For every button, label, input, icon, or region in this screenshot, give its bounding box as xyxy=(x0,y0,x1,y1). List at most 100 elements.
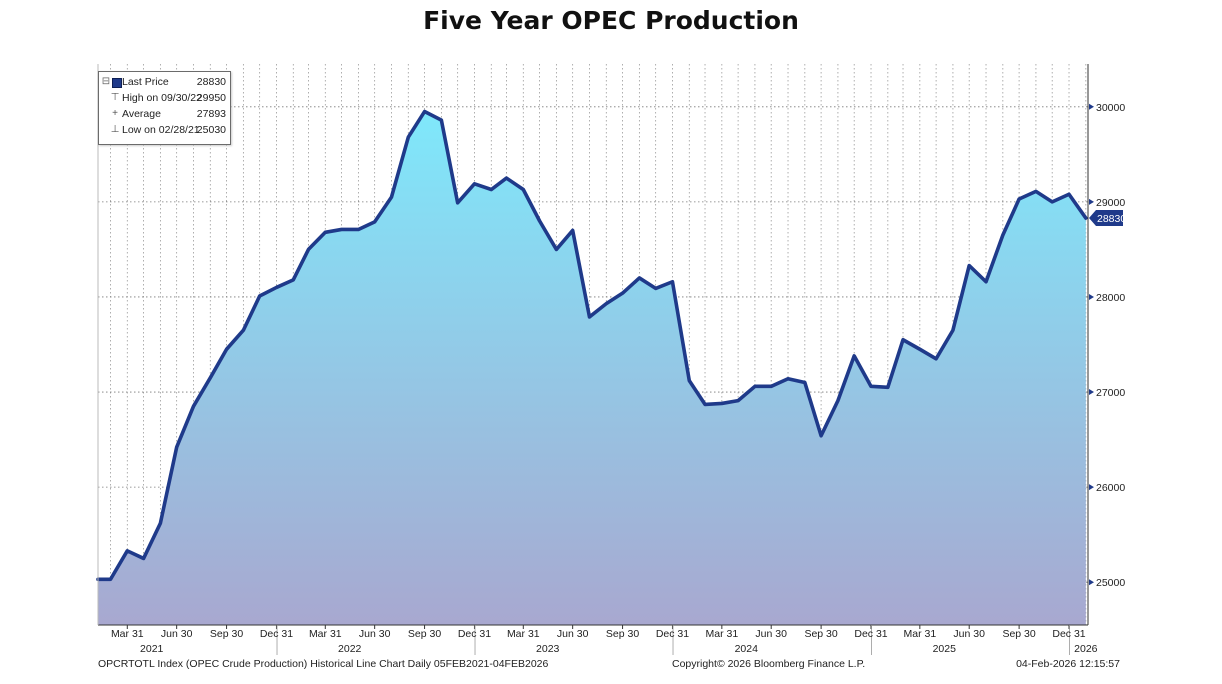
data-point-2025-02-28 xyxy=(901,338,905,342)
average-marker-icon: + xyxy=(112,108,118,119)
data-point-2025-10-31 xyxy=(1034,189,1038,193)
legend-row-low: ⊥ Low on 02/28/21 25030 xyxy=(99,122,230,138)
x-tick-label: Dec 31 xyxy=(854,628,887,640)
data-point-2023-11-30 xyxy=(654,286,658,290)
legend-value: 28830 xyxy=(196,76,226,88)
y-tick-label: 27000 xyxy=(1096,387,1125,399)
y-tick-label: 28000 xyxy=(1096,292,1125,304)
last-price-swatch-icon xyxy=(112,78,122,88)
y-tick-label: 26000 xyxy=(1096,482,1125,494)
data-point-2023-01-31 xyxy=(489,188,493,192)
tick-labels: 25000 26000 27000 28000 29000 30000 28830 Mar 3… xyxy=(111,102,1126,655)
footer-copyright: Copyright© 2026 Bloomberg Finance L.P. xyxy=(672,658,866,670)
data-point-2023-05-31 xyxy=(554,247,558,251)
data-point-2021-03-31 xyxy=(125,549,129,553)
data-point-2021-09-30 xyxy=(225,347,229,351)
data-point-2024-07-31 xyxy=(786,377,790,381)
data-point-2021-04-30 xyxy=(142,556,146,560)
x-tick-label: Jun 30 xyxy=(557,628,589,640)
low-marker-icon: ⊥ xyxy=(110,124,120,135)
chart-title: Five Year OPEC Production xyxy=(423,6,799,35)
legend-row-average: + Average 27893 xyxy=(99,106,230,122)
data-point-2024-11-30 xyxy=(852,354,856,358)
data-point-2025-07-31 xyxy=(984,280,988,284)
data-point-2024-03-31 xyxy=(720,401,724,405)
data-point-2022-01-31 xyxy=(291,278,295,282)
last-value-label: 28830 xyxy=(1097,213,1126,225)
legend-value: 27893 xyxy=(196,108,226,120)
data-point-2024-09-30 xyxy=(819,434,823,438)
data-point-2022-07-31 xyxy=(389,195,393,199)
data-point-2024-10-31 xyxy=(836,399,840,403)
data-point-2023-09-30 xyxy=(621,291,625,295)
data-point-2025-04-30 xyxy=(934,357,938,361)
data-point-2024-05-31 xyxy=(753,384,757,388)
data-point-2021-02-28 xyxy=(108,577,112,581)
x-tick-label: Mar 31 xyxy=(309,628,342,640)
x-tick-label: Jun 30 xyxy=(755,628,787,640)
data-point-2024-08-31 xyxy=(803,381,807,385)
data-point-2025-05-31 xyxy=(951,328,955,332)
x-tick-label: Jun 30 xyxy=(953,628,985,640)
data-point-2021-07-31 xyxy=(191,404,195,408)
axes xyxy=(97,64,1123,655)
data-point-2022-10-31 xyxy=(439,118,443,122)
y-tick-marker-icon xyxy=(1089,579,1094,586)
high-marker-icon: ⊤ xyxy=(110,92,120,103)
data-point-2025-03-31 xyxy=(918,347,922,351)
legend-collapse-icon[interactable]: ⊟ xyxy=(101,76,111,87)
x-tick-label: Mar 31 xyxy=(111,628,144,640)
data-point-2022-05-31 xyxy=(356,227,360,231)
x-tick-label: Dec 31 xyxy=(656,628,689,640)
data-point-2023-02-28 xyxy=(504,176,508,180)
x-tick-label: Mar 31 xyxy=(705,628,738,640)
data-point-2022-06-30 xyxy=(373,220,377,224)
data-point-2022-11-30 xyxy=(456,201,460,205)
data-point-2022-09-30 xyxy=(423,110,427,114)
data-point-2022-04-30 xyxy=(340,227,344,231)
year-label: 2023 xyxy=(536,643,560,655)
data-point-2021-08-31 xyxy=(208,376,212,380)
data-point-2025-08-31 xyxy=(1001,233,1005,237)
x-tick-label: Dec 31 xyxy=(1052,628,1085,640)
data-point-2021-10-31 xyxy=(241,328,245,332)
legend-row-last-price: ⊟ Last Price 28830 xyxy=(99,74,230,90)
x-tick-label: Sep 30 xyxy=(606,628,639,640)
y-tick-marker-icon xyxy=(1089,293,1094,300)
data-point-2022-03-31 xyxy=(323,230,327,234)
data-point-2024-06-30 xyxy=(769,384,773,388)
x-tick-label: Dec 31 xyxy=(458,628,491,640)
data-point-2026-01-31 xyxy=(1084,216,1088,220)
data-point-2024-01-31 xyxy=(687,379,691,383)
x-tick-label: Mar 31 xyxy=(903,628,936,640)
x-tick-label: Sep 30 xyxy=(408,628,441,640)
data-point-2023-06-30 xyxy=(571,228,575,232)
year-label: 2024 xyxy=(735,643,759,655)
legend-label: Average xyxy=(122,108,161,120)
data-point-2021-11-30 xyxy=(258,294,262,298)
data-point-2023-12-31 xyxy=(670,280,674,284)
series-line xyxy=(96,109,1088,582)
y-tick-label: 25000 xyxy=(1096,577,1125,589)
year-label: 2025 xyxy=(933,643,957,655)
last-value-tag xyxy=(1089,210,1123,227)
data-point-2025-06-30 xyxy=(967,264,971,268)
data-point-2021-06-30 xyxy=(175,445,179,449)
data-point-2023-10-31 xyxy=(637,276,641,280)
data-point-2021-05-31 xyxy=(158,521,162,525)
legend-label: Last Price xyxy=(122,76,169,88)
data-point-2024-04-30 xyxy=(736,399,740,403)
data-point-2022-02-28 xyxy=(306,247,310,251)
data-point-2021-12-31 xyxy=(274,285,278,289)
data-point-2023-03-31 xyxy=(521,188,525,192)
footer-description: OPCRTOTL Index (OPEC Crude Production) H… xyxy=(98,658,549,670)
y-tick-marker-icon xyxy=(1089,484,1094,491)
x-tick-label: Sep 30 xyxy=(804,628,837,640)
y-tick-label: 30000 xyxy=(1096,102,1125,114)
data-point-2022-12-31 xyxy=(472,182,476,186)
y-tick-marker-icon xyxy=(1089,103,1094,110)
footer-timestamp: 04-Feb-2026 12:15:57 xyxy=(1016,658,1120,670)
y-tick-marker-icon xyxy=(1089,198,1094,205)
legend: ⊟ Last Price 28830 ⊤ High on 09/30/22 29… xyxy=(98,71,231,145)
year-label: 2026 xyxy=(1074,643,1098,655)
